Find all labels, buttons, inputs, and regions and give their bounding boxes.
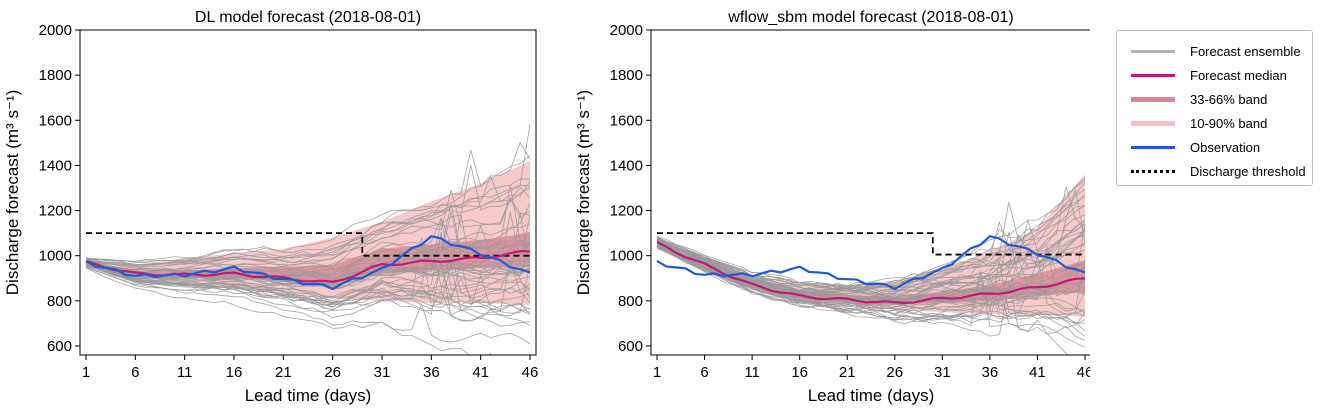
y-tick-label: 1800 [610,67,643,84]
y-axis-label: Discharge forecast (m³ s⁻¹) [3,90,22,295]
ensemble-member [85,203,531,273]
chart-legend: Forecast ensemble Forecast median 33-66%… [1116,30,1313,186]
legend-swatch-threshold [1131,169,1175,173]
legend-label-ensemble: Forecast ensemble [1190,43,1301,59]
ensemble-member [85,267,492,355]
legend-swatch-band-10-90 [1131,120,1175,126]
ensemble-member [85,263,531,305]
ensemble-member [656,194,1086,289]
chart-title: wflow_sbm model forecast (2018-08-01) [727,9,1013,26]
ensemble-member [85,263,531,303]
y-tick-label: 800 [618,293,643,310]
legend-label-threshold: Discharge threshold [1190,163,1306,179]
ensemble-member [656,245,1086,317]
ensemble-member [85,264,531,308]
ensemble-member [85,178,531,264]
y-tick-label: 1200 [610,203,643,220]
y-tick-label: 1000 [610,248,643,265]
y-tick-label: 1000 [39,248,72,265]
x-tick-label: 11 [177,364,193,381]
legend-item-band-10-90: 10-90% band [1117,113,1312,133]
ensemble-member [85,197,531,269]
y-tick-label: 1400 [610,157,643,174]
plot-area [656,174,1086,355]
plot-frame [650,29,1090,356]
plot-area [85,124,531,355]
ensemble-member [85,265,531,315]
wflow-sbm-panel: 1 6 11 16 21 26 31 36 41 466008001000120014001600… [574,9,1090,405]
y-tick-label: 1600 [39,112,72,129]
ensemble-member [656,247,1086,341]
legend-item-observation: Observation [1117,137,1312,157]
ensemble-member [656,217,1086,299]
chart-title: DL model forecast (2018-08-01) [195,9,421,26]
discharge-threshold-line [657,232,1085,256]
x-tick-label: 21 [275,364,292,381]
observation-line [656,234,1086,291]
ensemble-member [85,189,531,270]
x-tick-label: 46 [522,364,539,381]
discharge-threshold-line [86,232,530,257]
observation-line [85,234,531,291]
ensemble-member [85,265,531,326]
y-tick-label: 800 [47,293,72,310]
x-tick-label: 21 [839,364,856,381]
x-axis-label: Lead time (days) [245,386,372,405]
y-tick-label: 1400 [39,157,72,174]
y-tick-label: 1200 [39,203,72,220]
legend-label-band-10-90: 10-90% band [1190,115,1268,131]
legend-item-forecast-ensemble: Forecast ensemble [1117,41,1312,61]
x-tick-label: 31 [374,364,391,381]
y-tick-label: 600 [618,338,643,355]
legend-label-median: Forecast median [1190,67,1287,83]
ensemble-member [85,255,531,302]
ensemble-member [85,262,531,305]
legend-swatch-band-33-66 [1131,96,1175,102]
legend-swatch-observation [1131,145,1175,149]
x-tick-label: 1 [653,364,661,381]
x-tick-label: 26 [324,364,341,381]
x-tick-label: 16 [226,364,243,381]
y-tick-label: 1800 [39,67,72,84]
ensemble-member [85,124,531,268]
x-axis-label: Lead time (days) [808,386,935,405]
y-tick-label: 1600 [610,112,643,129]
ensemble-member [85,239,531,282]
x-tick-label: 1 [82,364,90,381]
dl-model-panel: 1 6 11 16 21 26 31 36 41 466008001000120014001600… [3,9,538,405]
y-tick-label: 600 [47,338,72,355]
ensemble-member [656,246,1086,348]
legend-item-discharge-threshold: Discharge threshold [1117,161,1312,181]
legend-label-band-33-66: 33-66% band [1190,91,1268,107]
figure-canvas: 1 6 11 16 21 26 31 36 41 466008001000120014001600… [3,9,1090,405]
plot-frame [79,29,537,356]
legend-item-band-33-66: 33-66% band [1117,89,1312,109]
y-tick-label: 2000 [39,22,72,39]
x-tick-label: 11 [744,364,760,381]
y-axis-label: Discharge forecast (m³ s⁻¹) [574,90,593,295]
ensemble-member [85,266,531,345]
ensemble-member [85,141,531,262]
ensemble-member [85,217,531,273]
x-tick-label: 31 [934,364,951,381]
x-tick-label: 36 [982,364,999,381]
legend-swatch-median [1131,73,1175,77]
x-tick-label: 41 [472,364,489,381]
x-tick-label: 16 [791,364,808,381]
x-tick-label: 6 [700,364,708,381]
ensemble-member [656,219,1086,295]
x-tick-label: 36 [423,364,440,381]
y-tick-label: 2000 [610,22,643,39]
ensemble-member [656,182,1086,293]
x-tick-label: 6 [131,364,139,381]
x-tick-label: 46 [1077,364,1090,381]
legend-swatch-ensemble [1131,49,1175,53]
x-tick-label: 26 [886,364,903,381]
x-tick-label: 41 [1029,364,1046,381]
legend-label-observation: Observation [1190,139,1261,155]
legend-item-forecast-median: Forecast median [1117,65,1312,85]
ensemble-member [656,241,1086,304]
